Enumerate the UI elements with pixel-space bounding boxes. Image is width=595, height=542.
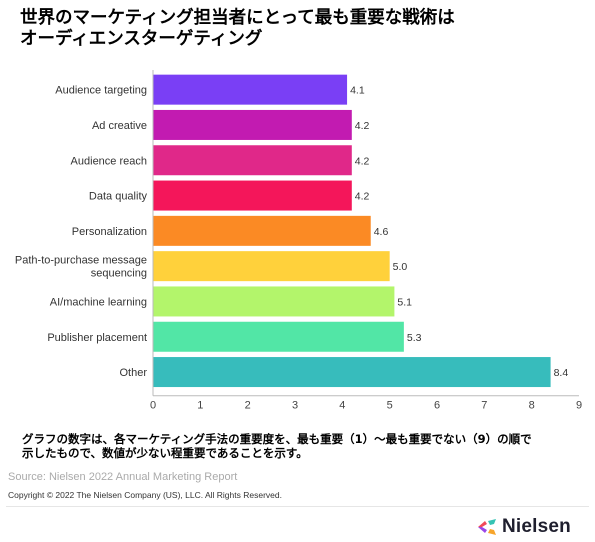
category-label: Publisher placement	[47, 332, 147, 344]
nielsen-spark-icon	[478, 519, 496, 535]
x-tick-label: 9	[576, 400, 582, 412]
bar-value-label: 5.0	[393, 261, 408, 273]
bar-value-label: 4.2	[355, 120, 370, 132]
chart-note-line-2: 示したもので、数値が少ない程重要であることを示す。	[22, 446, 308, 460]
category-label: Personalization	[72, 226, 147, 238]
bar-value-label: 5.3	[407, 332, 422, 344]
chart-note: グラフの数字は、各マーケティング手法の重要度を、最も重要（1）～最も重要でない（…	[22, 432, 582, 460]
bar-value-label: 4.2	[355, 191, 370, 203]
bar	[153, 215, 371, 246]
x-tick-label: 7	[481, 400, 487, 412]
bar	[153, 109, 352, 140]
bar	[153, 286, 395, 317]
footer-divider	[6, 506, 589, 507]
bar	[153, 180, 352, 211]
chart-title-line-1: 世界のマーケティング担当者にとって最も重要な戦術は	[20, 8, 455, 28]
category-label: AI/machine learning	[50, 296, 147, 308]
category-label: Path-to-purchase message sequencing	[15, 255, 147, 280]
bar	[153, 321, 404, 352]
chart-title-line-2: オーディエンスターゲティング	[20, 29, 263, 49]
bar-chart: 4.1 Audience targeting 4.2 Ad creative 4.2 Au…	[15, 70, 582, 412]
category-label: Data quality	[89, 191, 148, 203]
x-tick-label: 3	[292, 400, 298, 412]
x-tick-label: 2	[245, 400, 251, 412]
bar	[153, 251, 390, 282]
bar-value-label: 5.1	[397, 296, 412, 308]
category-label: Ad creative	[92, 120, 147, 132]
chart-note-line-1: グラフの数字は、各マーケティング手法の重要度を、最も重要（1）～最も重要でない（…	[22, 432, 532, 446]
x-tick-label: 1	[197, 400, 203, 412]
bar-value-label: 4.2	[355, 155, 370, 167]
x-tick-label: 6	[434, 400, 440, 412]
x-tick-label: 0	[150, 400, 156, 412]
bar	[153, 357, 551, 388]
bar	[153, 74, 348, 105]
x-tick-label: 8	[529, 400, 535, 412]
bar-value-label: 4.6	[374, 226, 389, 238]
nielsen-logo-text: Nielsen	[502, 516, 571, 537]
x-tick-label: 4	[339, 400, 345, 412]
bar	[153, 145, 352, 176]
bar-value-label: 4.1	[350, 85, 365, 97]
x-tick-label: 5	[387, 400, 393, 412]
category-label: Audience targeting	[55, 85, 147, 97]
source-text: Source: Nielsen 2022 Annual Marketing Re…	[8, 471, 238, 483]
category-label: Other	[119, 367, 147, 379]
copyright-text: Copyright © 2022 The Nielsen Company (US…	[8, 490, 282, 500]
bar-value-label: 8.4	[554, 367, 569, 379]
category-label: Audience reach	[71, 155, 147, 167]
nielsen-logo: Nielsen	[476, 515, 571, 539]
chart-title: 世界のマーケティング担当者にとって最も重要な戦術は オーディエンスターゲティング	[20, 8, 580, 50]
